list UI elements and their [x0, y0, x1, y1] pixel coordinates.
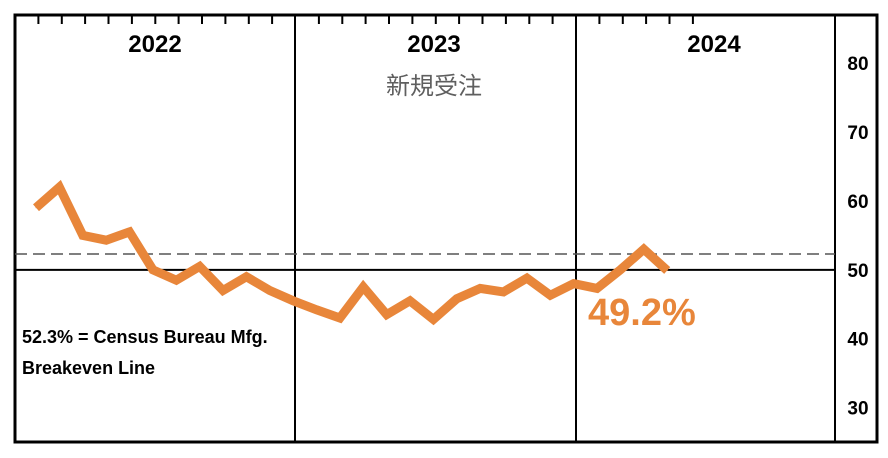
data-point [35, 207, 37, 209]
data-point [105, 239, 107, 241]
y-tick-label-60: 60 [847, 192, 868, 213]
breakeven-note-line1: 52.3% = Census Bureau Mfg. [22, 327, 268, 347]
data-point [152, 269, 154, 271]
data-point [58, 186, 60, 188]
data-point [549, 294, 551, 296]
last-value-label: 49.2% [588, 292, 696, 334]
data-point [432, 318, 434, 320]
data-point [526, 277, 528, 279]
data-point [456, 298, 458, 300]
year-label-2024: 2024 [687, 31, 741, 58]
data-point [82, 234, 84, 236]
data-point [129, 231, 130, 233]
data-point [643, 248, 645, 250]
y-tick-label-30: 30 [847, 399, 868, 420]
data-point [222, 290, 224, 291]
data-point [316, 309, 317, 311]
y-tick-labels: 80 70 60 50 40 30 [847, 54, 868, 419]
data-point [292, 300, 294, 302]
y-tick-label-70: 70 [847, 123, 868, 144]
breakeven-note-line2: Breakeven Line [22, 358, 155, 378]
data-point [199, 265, 201, 267]
data-point [386, 314, 388, 316]
data-point [573, 283, 575, 285]
data-point [619, 269, 621, 271]
data-point [409, 300, 411, 302]
chart-title: 新規受注 [386, 72, 482, 100]
data-point [175, 279, 177, 281]
data-point [479, 287, 481, 289]
y-tick-label-50: 50 [847, 261, 868, 282]
y-tick-label-80: 80 [847, 54, 868, 75]
data-point [269, 290, 271, 291]
data-point [362, 286, 364, 288]
data-point [596, 287, 598, 289]
data-point [339, 317, 341, 319]
data-point [666, 270, 668, 271]
series-layer [33, 179, 671, 326]
y-tick-label-40: 40 [847, 330, 868, 351]
month-ticks [37, 15, 694, 24]
year-label-2022: 2022 [128, 31, 181, 58]
data-point [503, 291, 504, 293]
data-point [245, 276, 247, 278]
series-line-0 [33, 179, 671, 326]
chart-frame [13, 13, 879, 444]
year-label-2023: 2023 [407, 31, 460, 58]
